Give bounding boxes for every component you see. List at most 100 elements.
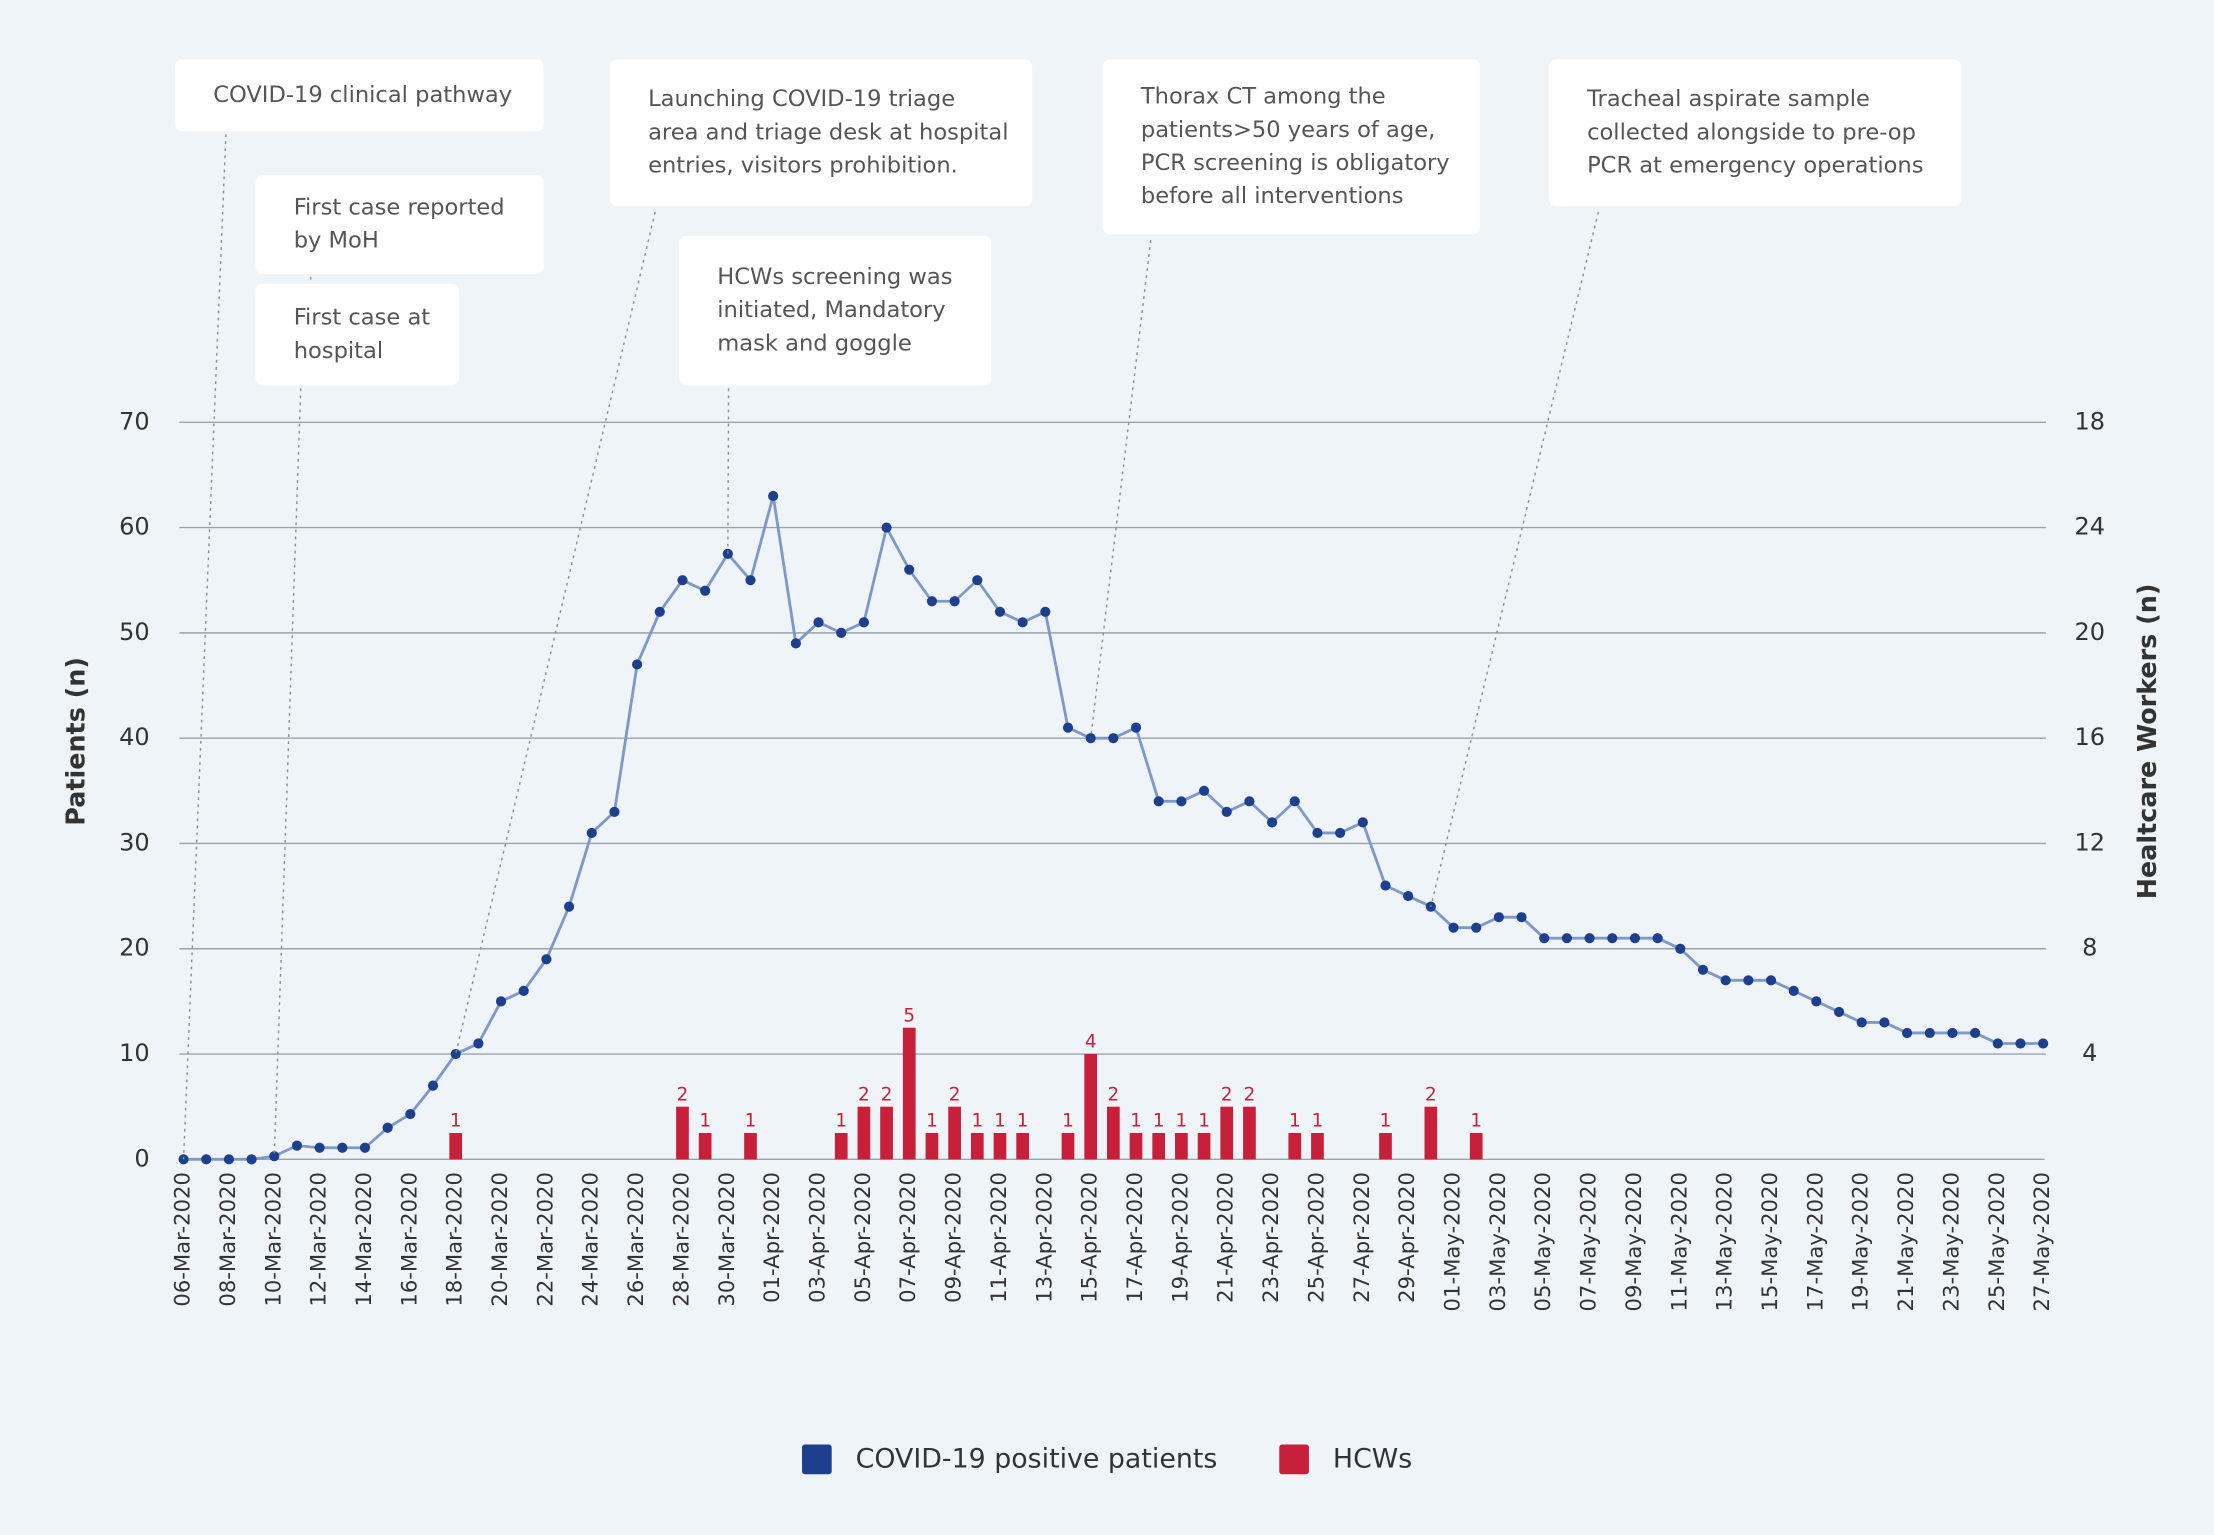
annotation-box (175, 59, 544, 132)
x-tick-label: 27-Apr-2020 (1349, 1172, 1374, 1303)
point (1516, 912, 1527, 923)
x-tick-label: 29-Apr-2020 (1394, 1172, 1419, 1303)
annotation-text: First case at (294, 305, 431, 331)
x-tick-label: 21-May-2020 (1893, 1172, 1918, 1311)
x-tick-label: 07-May-2020 (1576, 1172, 1601, 1311)
bar (676, 1106, 689, 1160)
bar-label: 1 (1130, 1111, 1142, 1132)
annotation-pointer (182, 134, 227, 1160)
bar-label: 2 (1244, 1084, 1256, 1105)
point (1901, 1027, 1913, 1039)
bar-label: 2 (1221, 1084, 1233, 1105)
annotation-text: COVID-19 clinical pathway (213, 82, 512, 108)
x-tick-label: 17-Apr-2020 (1122, 1172, 1147, 1303)
bar (1197, 1133, 1211, 1160)
annotation-text: HCWs screening was (717, 264, 952, 290)
bar (880, 1106, 893, 1160)
point (1697, 964, 1709, 975)
point (314, 1142, 325, 1153)
point (768, 490, 779, 502)
point (1584, 933, 1595, 944)
bar (1016, 1133, 1029, 1160)
point (881, 522, 892, 533)
point (1561, 933, 1572, 944)
annotation-pointer (273, 388, 302, 1157)
point (1312, 827, 1323, 838)
point (1130, 722, 1142, 733)
annotation-text: mask and goggle (717, 330, 911, 356)
y-axis-title: Patients (n) (61, 657, 91, 826)
x-tick-label: 28-Mar-2020 (668, 1172, 693, 1307)
point (1108, 733, 1119, 744)
point (337, 1142, 348, 1153)
point (1244, 796, 1255, 807)
x-tick-label: 03-Apr-2020 (805, 1172, 830, 1303)
x-tick-label: 15-Apr-2020 (1077, 1172, 1102, 1303)
point (1879, 1017, 1890, 1028)
bar (449, 1133, 463, 1160)
bar-label: 1 (1198, 1111, 1210, 1132)
point (1947, 1027, 1958, 1039)
x-tick-label: 25-May-2020 (1984, 1172, 2009, 1311)
y2-tick-label: 18 (2074, 407, 2105, 435)
bar-label: 1 (1312, 1111, 1324, 1132)
point (564, 901, 575, 912)
point (1629, 933, 1641, 944)
y2-tick-label: 4 (2082, 1039, 2097, 1067)
x-tick-label: 19-May-2020 (1848, 1172, 1873, 1311)
bar (970, 1133, 984, 1160)
x-tick-label: 23-Apr-2020 (1258, 1172, 1283, 1303)
point (1062, 722, 1074, 733)
annotation-text: Thorax CT among the (1140, 84, 1386, 110)
bar (948, 1106, 961, 1160)
annotation-text: initiated, Mandatory (717, 297, 945, 323)
y-tick-label: 30 (119, 828, 150, 856)
x-tick-label: 27-May-2020 (2029, 1172, 2054, 1311)
point (1743, 975, 1754, 986)
point (1221, 806, 1232, 817)
point (1765, 975, 1777, 986)
bar (698, 1133, 712, 1160)
point (223, 1154, 234, 1165)
y2-tick-label: 16 (2074, 723, 2105, 751)
bar-label: 2 (677, 1084, 689, 1105)
y2-tick-label: 20 (2074, 618, 2105, 646)
legend-label: HCWs (1333, 1444, 1412, 1475)
point (1357, 817, 1368, 828)
bar (1424, 1106, 1438, 1160)
x-tick-label: 26-Mar-2020 (623, 1172, 648, 1307)
x-tick-label: 11-May-2020 (1666, 1172, 1691, 1311)
point (1856, 1017, 1867, 1028)
point (1924, 1027, 1935, 1039)
point (1448, 922, 1459, 933)
annotation-pointer (455, 211, 656, 1055)
point (495, 996, 507, 1007)
x-tick-label: 07-Apr-2020 (895, 1172, 920, 1303)
point (427, 1080, 439, 1091)
legend-swatch (802, 1444, 832, 1475)
point (1198, 785, 1210, 796)
bar (1061, 1133, 1075, 1160)
bar-label: 1 (994, 1111, 1006, 1132)
annotation-text: Tracheal aspirate sample (1586, 86, 1870, 112)
point (1970, 1027, 1981, 1039)
bar (902, 1027, 916, 1160)
bar (1379, 1133, 1392, 1160)
x-tick-label: 25-Apr-2020 (1303, 1172, 1328, 1303)
x-tick-label: 01-Apr-2020 (759, 1172, 784, 1303)
point (1153, 796, 1164, 807)
point (1833, 1006, 1845, 1017)
point (1176, 796, 1187, 807)
x-tick-label: 05-Apr-2020 (850, 1172, 875, 1303)
x-tick-label: 30-Mar-2020 (714, 1172, 739, 1307)
bar-label: 5 (903, 1005, 915, 1026)
point (790, 638, 801, 649)
bar (834, 1133, 848, 1160)
point (1992, 1038, 2003, 1049)
x-tick-label: 05-May-2020 (1530, 1172, 1555, 1311)
bar-label: 1 (450, 1111, 462, 1132)
x-tick-label: 21-Apr-2020 (1213, 1172, 1238, 1303)
x-tick-label: 10-Mar-2020 (260, 1172, 285, 1307)
point (926, 596, 938, 607)
annotation-box (1548, 59, 1962, 207)
